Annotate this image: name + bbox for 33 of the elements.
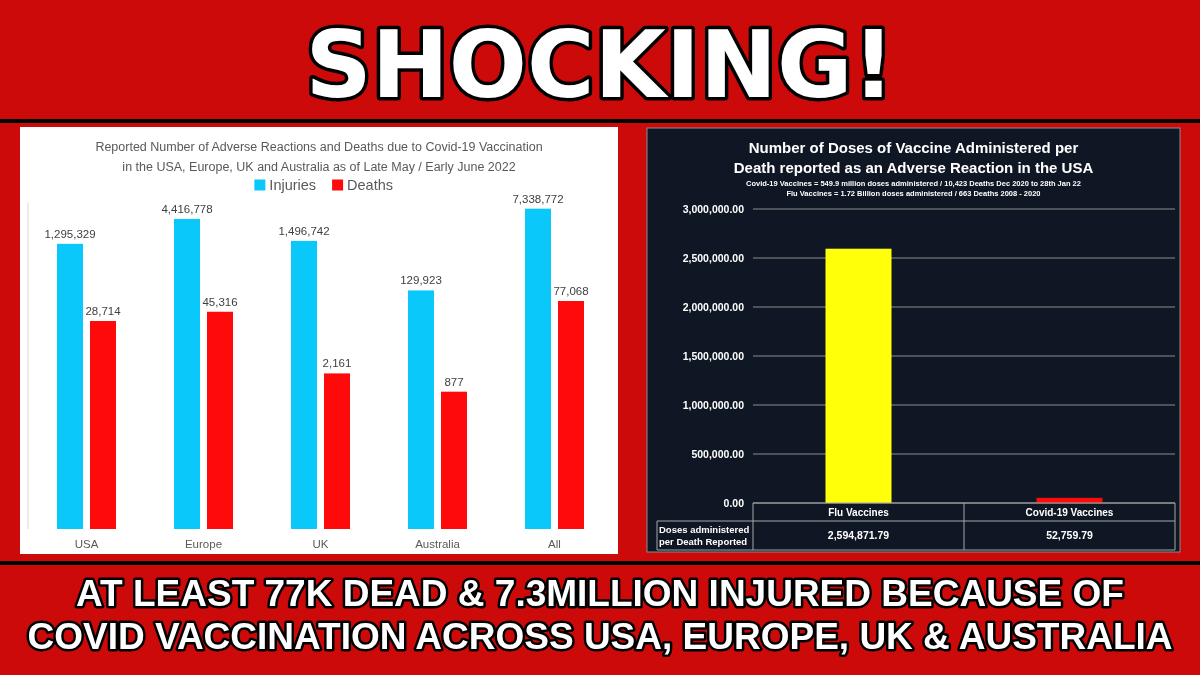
data-label: 2,594,871.79 bbox=[827, 529, 890, 542]
chart-title: Number of Doses of Vaccine Administered per Death reported as an Adverse Reaction in the USA bbox=[733, 139, 1094, 176]
data-label: 7,338,772 bbox=[512, 192, 564, 205]
x-tick-label: Flu Vaccines bbox=[828, 506, 890, 518]
y-tick-label: 500,000.00 bbox=[691, 447, 745, 460]
text: Doses administered per Death Reported bbox=[659, 523, 750, 547]
data-label: 77,068 bbox=[553, 284, 589, 297]
x-tick-label: USA bbox=[74, 538, 99, 550]
text: AT LEAST 77K DEAD & 7.3MILLION INJURED BECAUSE OF COVID VACCINATION ACROSS USA, EUROPE, UK & AUSTRALIA bbox=[27, 573, 1173, 657]
y-tick-label: 0.00 bbox=[723, 496, 745, 509]
legend-label: Injuries bbox=[269, 177, 317, 194]
y-tick-label: 2,500,000.00 bbox=[682, 251, 745, 264]
x-tick-label: UK bbox=[312, 538, 329, 550]
data-label: 129,923 bbox=[400, 274, 442, 287]
x-tick-label: Europe bbox=[184, 538, 223, 550]
data-label: 52,759.79 bbox=[1046, 529, 1094, 542]
data-label: 28,714 bbox=[85, 305, 122, 317]
text: SHOCKING! bbox=[305, 12, 895, 119]
data-label: 1,295,329 bbox=[44, 227, 96, 240]
y-tick-label: 2,000,000.00 bbox=[682, 300, 745, 313]
data-label: 4,416,778 bbox=[161, 202, 213, 215]
x-tick-label: Covid-19 Vaccines bbox=[1025, 506, 1114, 518]
data-label: 2,161 bbox=[322, 357, 352, 370]
data-label: 877 bbox=[444, 375, 464, 388]
y-tick-label: 3,000,000.00 bbox=[682, 202, 745, 215]
y-tick-label: 1,500,000.00 bbox=[682, 349, 745, 362]
legend-label: Deaths bbox=[347, 177, 394, 194]
data-label: 1,496,742 bbox=[278, 224, 330, 237]
x-tick-label: All bbox=[548, 538, 561, 550]
chart-title: Reported Number of Adverse Reactions and Deaths due to Covid-19 Vaccination in the USA, Europe, UK and Australia as of Late May / Early June 2022 bbox=[95, 140, 543, 174]
y-tick-label: 1,000,000.00 bbox=[682, 398, 745, 411]
x-tick-label: Australia bbox=[415, 538, 461, 550]
data-label: 45,316 bbox=[202, 295, 238, 308]
